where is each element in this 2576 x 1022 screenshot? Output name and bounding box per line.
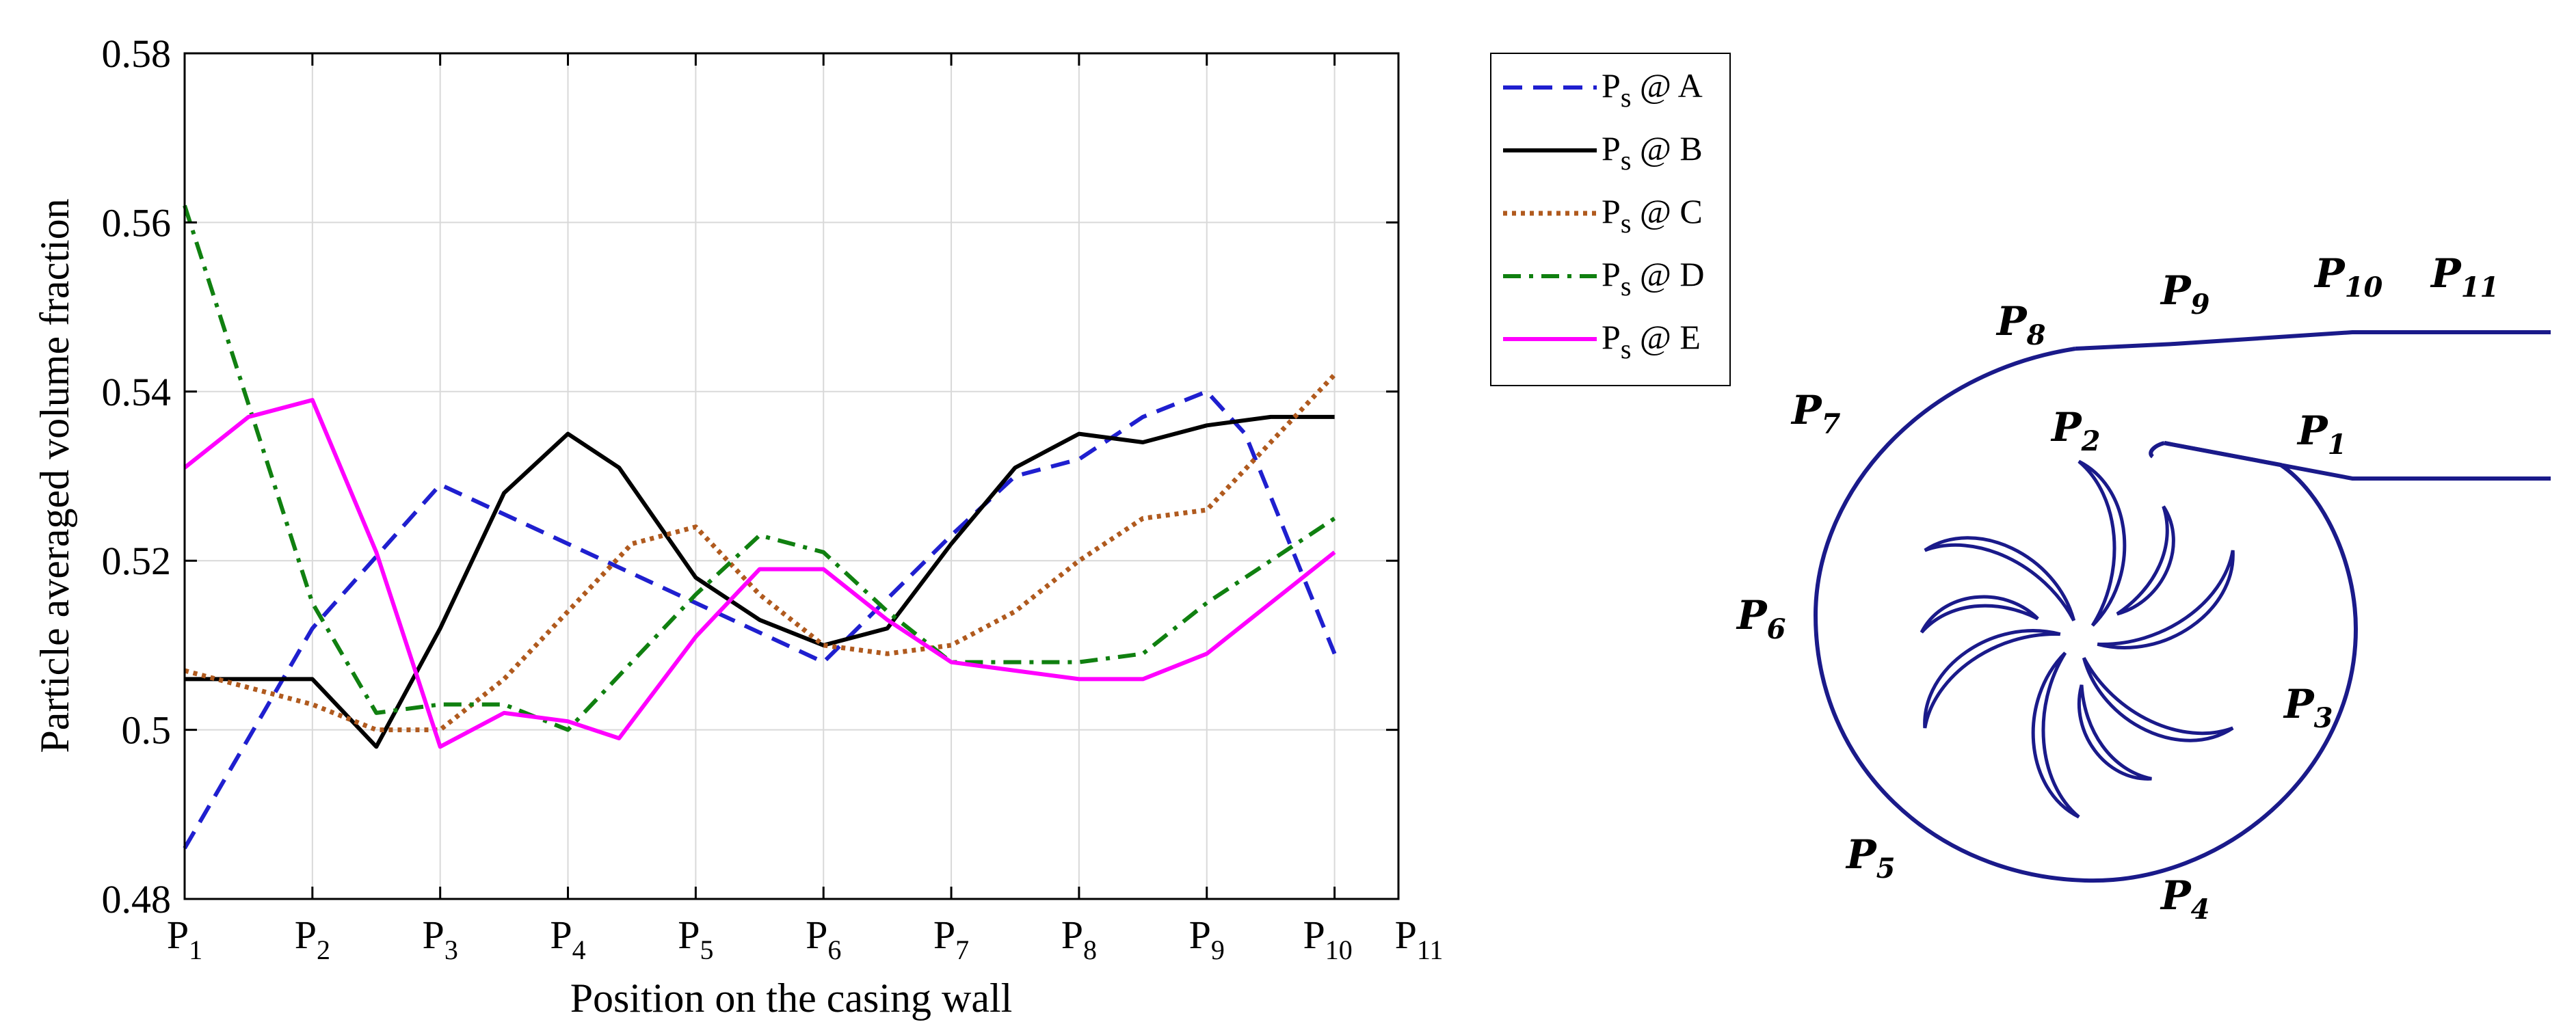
impeller-blade-inner: [2077, 684, 2152, 781]
series-layer: [183, 204, 1337, 850]
plot-frame: [183, 52, 1400, 900]
position-label-p11: P11: [2430, 250, 2499, 304]
series-line-c: [184, 373, 1337, 733]
y-tick-label: 0.54: [102, 370, 172, 414]
legend-items: Ps @ A Ps @ B Ps @ C Ps @ D Ps @ E: [1503, 66, 1705, 364]
series-line-e: [183, 398, 1336, 749]
axis-ticks: [183, 52, 1400, 900]
impeller-blade: [2077, 459, 2127, 627]
x-tick-label: P9: [1189, 913, 1225, 965]
x-tick-labels: P1 P2 P3 P4 P5 P6 P7 P8 P9 P10 P11: [167, 913, 1444, 965]
impeller-blade: [2097, 550, 2235, 649]
series-line-d: [183, 204, 1336, 732]
position-label-p5: P5: [1845, 831, 1895, 885]
x-tick-label: P3: [423, 913, 458, 965]
y-axis-label: Particle averaged volume fraction: [32, 198, 77, 753]
x-tick-label: P4: [550, 913, 585, 965]
legend-box: [1490, 53, 1731, 386]
volute-top-wall: [2075, 330, 2551, 351]
position-label-p6: P6: [1736, 592, 1785, 645]
impeller-blade-inner: [1920, 595, 2039, 634]
x-tick-label: P2: [295, 913, 330, 965]
legend-label: Ps @ E: [1602, 318, 1701, 364]
y-tick-label: 0.56: [102, 200, 172, 245]
x-tick-label: P8: [1061, 913, 1097, 965]
position-label-p9: P9: [2160, 267, 2209, 321]
x-tick-label: P5: [678, 913, 713, 965]
position-labels: P1 P2 P3 P4 P5 P6 P7 P8 P9 P10 P11: [1736, 250, 2499, 926]
plot-area: [185, 53, 1398, 899]
x-axis-label: Position on the casing wall: [570, 976, 1013, 1021]
y-tick-labels: 0.48 0.5 0.52 0.54 0.56 0.58: [102, 31, 172, 922]
y-tick-label: 0.5: [122, 708, 172, 753]
position-label-p4: P4: [2160, 872, 2209, 926]
legend-label: Ps @ D: [1602, 255, 1705, 301]
position-label-p10: P10: [2313, 250, 2382, 304]
volute-tongue: [2149, 441, 2165, 459]
position-label-p3: P3: [2283, 681, 2333, 734]
y-tick-label: 0.52: [102, 539, 172, 583]
discharge-lower-wall: [2164, 441, 2551, 481]
pump-casing-diagram: P1 P2 P3 P4 P5 P6 P7 P8 P9 P10 P11: [1736, 250, 2551, 926]
impeller-blade: [2031, 651, 2080, 819]
impeller-blade: [1924, 536, 2076, 621]
legend-label: Ps @ A: [1602, 66, 1703, 113]
position-label-p7: P7: [1790, 387, 1841, 440]
position-label-p8: P8: [1995, 298, 2045, 351]
volute-outer-wall: [1813, 347, 2359, 883]
impeller-blade: [1923, 629, 2061, 729]
position-label-p1: P1: [2296, 407, 2346, 461]
x-tick-label: P11: [1395, 913, 1444, 965]
legend-label: Ps @ C: [1602, 192, 1703, 239]
impeller-blade: [2082, 657, 2234, 742]
y-tick-label: 0.58: [102, 31, 172, 76]
series-line-b: [185, 414, 1335, 749]
x-tick-label: P10: [1303, 913, 1352, 965]
x-tick-label: P1: [167, 913, 202, 965]
y-tick-label: 0.48: [102, 877, 172, 922]
impeller-blade-inner: [2116, 505, 2175, 616]
line-chart: 0.48 0.5 0.52 0.54 0.56 0.58 P1 P2 P3 P4 P5 P6 P7 P8…: [32, 31, 1731, 1021]
legend-label: Ps @ B: [1602, 129, 1703, 176]
x-tick-label: P6: [806, 913, 841, 965]
impeller-blades: [1920, 459, 2235, 819]
x-tick-label: P7: [933, 913, 969, 965]
legend: Ps @ A Ps @ B Ps @ C Ps @ D Ps @ E: [1490, 53, 1731, 386]
position-label-p2: P2: [2050, 404, 2100, 457]
